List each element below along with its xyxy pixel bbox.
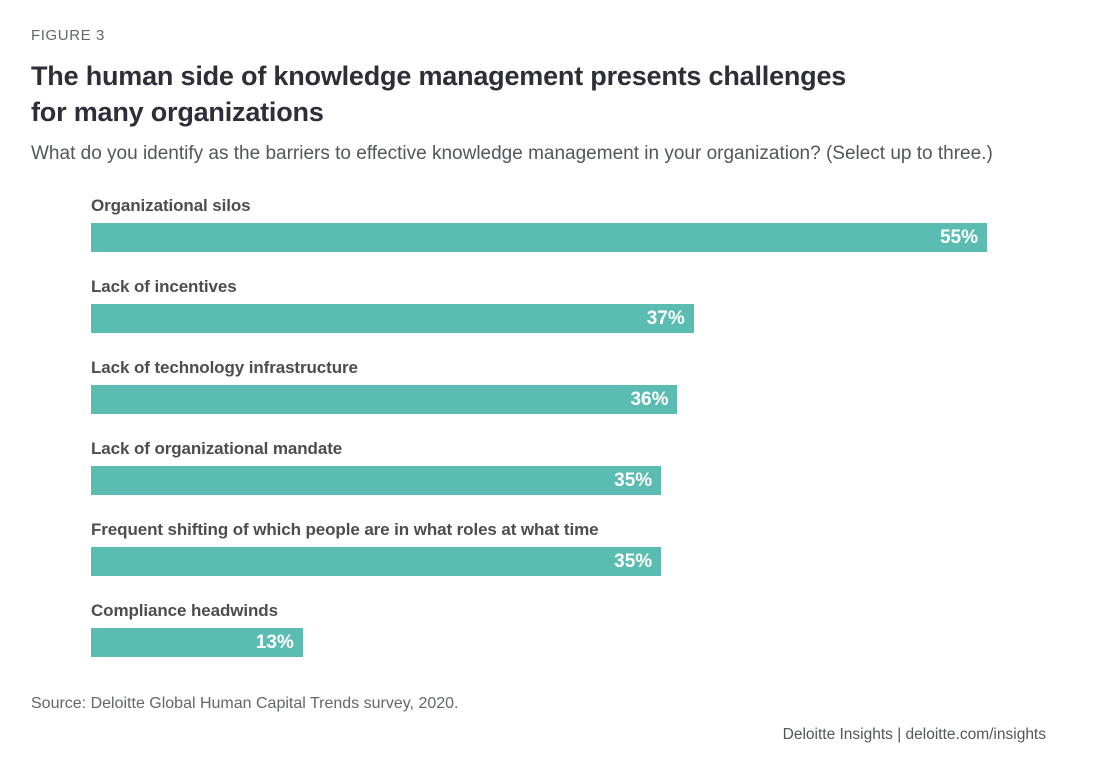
bar: 13% [91,628,303,657]
source-note: Source: Deloitte Global Human Capital Tr… [31,695,459,712]
bar-row: Lack of incentives 37% [91,277,987,333]
bar-value: 36% [630,389,669,410]
bar-row: Compliance headwinds 13% [91,601,987,657]
bar-value: 37% [646,308,685,329]
deloitte-insights-footer: Deloitte Insights | deloitte.com/insight… [782,726,1046,743]
bar-label: Organizational silos [91,196,251,215]
bar-label: Compliance headwinds [91,601,278,620]
bar-row: Organizational silos 55% [91,196,987,252]
bar: 35% [91,466,662,495]
bar: 55% [91,223,987,252]
chart-title: The human side of knowledge management p… [31,61,847,127]
bar-label: Frequent shifting of which people are in… [91,520,599,539]
bar-track: 55% [91,223,987,252]
bar-track: 13% [91,628,987,657]
bar-value: 13% [255,632,294,653]
bar-value: 35% [614,470,653,491]
bar: 35% [91,547,662,576]
bar-row: Lack of technology infrastructure 36% [91,358,987,414]
bar-value: 55% [939,227,978,248]
chart-question: What do you identify as the barriers to … [31,143,993,164]
bar-label: Lack of organizational mandate [91,439,343,458]
bar-value: 35% [614,551,653,572]
bar-track: 35% [91,547,987,576]
bar: 36% [91,385,678,414]
bar-row: Lack of organizational mandate 35% [91,439,987,495]
bar-label: Lack of technology infrastructure [91,358,358,377]
bar-track: 37% [91,304,987,333]
bar-label: Lack of incentives [91,277,237,296]
figure-label: FIGURE 3 [31,27,105,44]
bar-row: Frequent shifting of which people are in… [91,520,987,576]
bar-track: 36% [91,385,987,414]
bar-track: 35% [91,466,987,495]
bar-chart: Organizational silos 55% Lack of incentive… [91,196,987,657]
bar: 37% [91,304,694,333]
